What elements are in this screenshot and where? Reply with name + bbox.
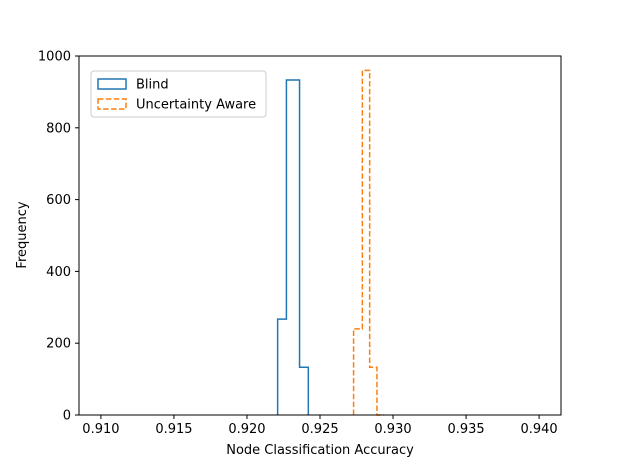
x-tick-label: 0.920 bbox=[228, 422, 265, 437]
series-layer bbox=[276, 69, 385, 416]
legend-swatch bbox=[97, 78, 127, 90]
y-tick-label: 400 bbox=[46, 265, 71, 280]
x-axis-ticks: 0.910 0.915 0.920 0.925 0.930 0.935 0.940 bbox=[82, 415, 558, 437]
x-tick-label: 0.935 bbox=[447, 422, 484, 437]
y-tick-label: 800 bbox=[46, 121, 71, 136]
legend-frame bbox=[90, 70, 267, 118]
legend-label: Blind bbox=[136, 78, 169, 93]
y-tick-label: 600 bbox=[46, 193, 71, 208]
y-tick-label: 0 bbox=[63, 409, 71, 424]
legend-label: Uncertainty Aware bbox=[136, 98, 256, 113]
histogram-series-2 bbox=[352, 69, 385, 416]
y-tick-label: 200 bbox=[46, 337, 71, 352]
x-tick-label: 0.940 bbox=[520, 422, 557, 437]
y-axis-ticks: 0 200 400 600 800 1000 bbox=[38, 50, 79, 424]
histogram-series-1 bbox=[276, 79, 310, 415]
legend-swatch bbox=[97, 98, 127, 110]
x-tick-label: 0.915 bbox=[155, 422, 192, 437]
y-tick-label: 1000 bbox=[38, 50, 71, 65]
x-tick-label: 0.925 bbox=[301, 422, 338, 437]
legend: Blind Uncertainty Aware bbox=[90, 70, 267, 118]
x-tick-label: 0.910 bbox=[82, 422, 119, 437]
x-axis-label: Node Classification Accuracy bbox=[226, 443, 414, 458]
x-tick-label: 0.930 bbox=[374, 422, 411, 437]
y-axis-label: Frequency bbox=[15, 201, 30, 268]
